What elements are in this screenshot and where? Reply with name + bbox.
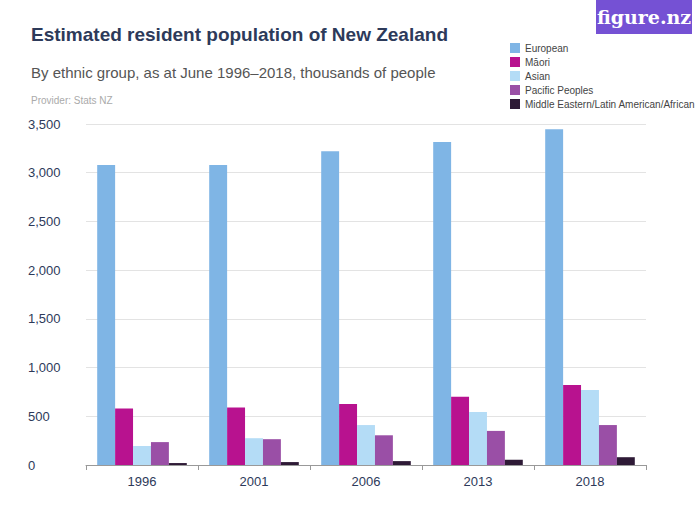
svg-text:Middle Eastern/Latin American/: Middle Eastern/Latin American/African xyxy=(525,99,695,110)
svg-text:3,500: 3,500 xyxy=(28,117,61,132)
svg-text:0: 0 xyxy=(28,458,35,473)
svg-text:Estimated resident population: Estimated resident population of New Zea… xyxy=(31,24,448,45)
svg-text:1996: 1996 xyxy=(128,474,157,489)
svg-text:Māori: Māori xyxy=(525,57,550,68)
svg-text:2,500: 2,500 xyxy=(28,214,61,229)
svg-text:2001: 2001 xyxy=(240,474,269,489)
svg-text:500: 500 xyxy=(28,409,50,424)
svg-text:figure.nz: figure.nz xyxy=(597,6,691,28)
svg-text:3,000: 3,000 xyxy=(28,165,61,180)
svg-text:1,500: 1,500 xyxy=(28,311,61,326)
svg-text:2006: 2006 xyxy=(352,474,381,489)
svg-text:2,000: 2,000 xyxy=(28,263,61,278)
svg-text:Pacific Peoples: Pacific Peoples xyxy=(525,85,593,96)
svg-text:2013: 2013 xyxy=(464,474,493,489)
svg-text:European: European xyxy=(525,43,568,54)
svg-text:By ethnic group, as at June 19: By ethnic group, as at June 1996–2018, t… xyxy=(31,64,435,81)
svg-text:1,000: 1,000 xyxy=(28,360,61,375)
svg-text:2018: 2018 xyxy=(576,474,605,489)
svg-text:Provider: Stats NZ: Provider: Stats NZ xyxy=(31,95,113,106)
svg-text:Asian: Asian xyxy=(525,71,550,82)
